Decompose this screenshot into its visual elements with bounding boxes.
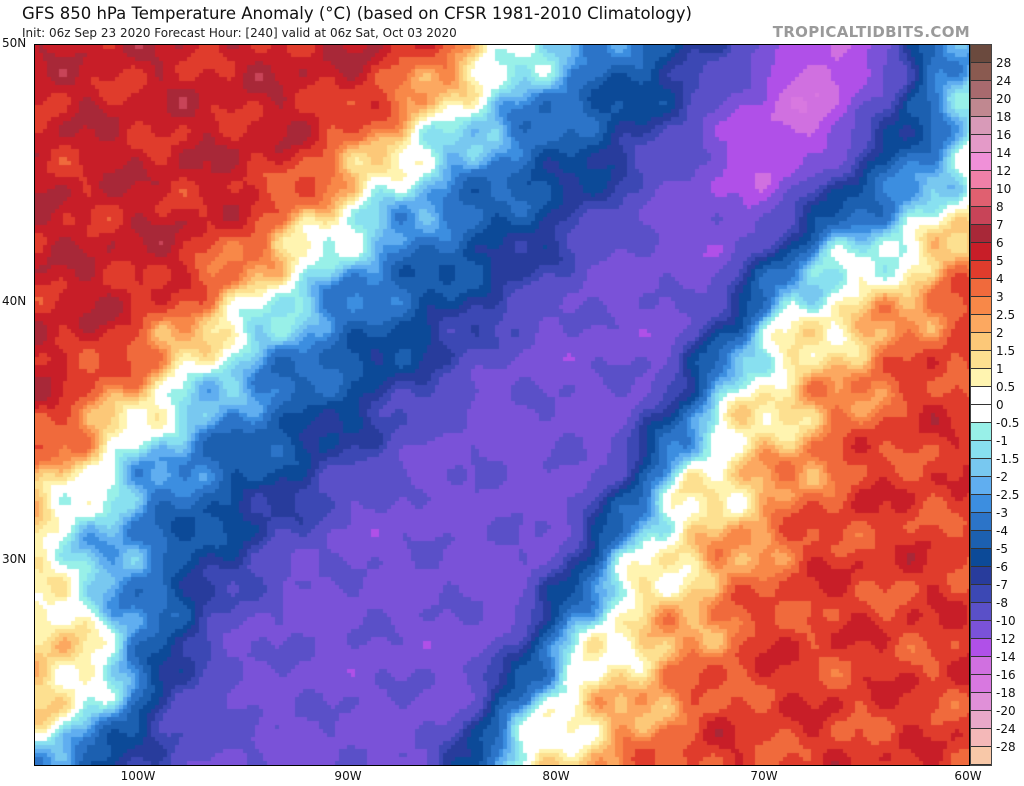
- lat-label-30n: 30N: [2, 552, 27, 566]
- lat-label-50n: 50N: [2, 36, 27, 50]
- colorbar-swatch: [971, 369, 991, 387]
- anomaly-field: [35, 45, 969, 765]
- colorbar-label: 5: [996, 254, 1004, 268]
- colorbar-label: 14: [996, 146, 1012, 160]
- colorbar-label: -3: [996, 506, 1008, 520]
- colorbar-swatch: [971, 513, 991, 531]
- colorbar-swatch: [971, 243, 991, 261]
- colorbar-swatch: [971, 81, 991, 99]
- colorbar-label: -4: [996, 524, 1008, 538]
- colorbar-swatch: [971, 495, 991, 513]
- colorbar-swatch: [971, 63, 991, 81]
- colorbar-swatch: [971, 675, 991, 693]
- lon-label-60w: 60W: [954, 769, 982, 783]
- colorbar-swatch: [971, 603, 991, 621]
- lon-label-100w: 100W: [120, 769, 156, 783]
- colorbar-swatch: [971, 729, 991, 747]
- colorbar-label: -16: [996, 668, 1016, 682]
- colorbar-swatch: [971, 387, 991, 405]
- temperature-anomaly-map: [34, 44, 970, 766]
- colorbar-label: 18: [996, 110, 1012, 124]
- colorbar-label: 6: [996, 236, 1004, 250]
- colorbar-swatch: [971, 567, 991, 585]
- colorbar-swatch: [971, 225, 991, 243]
- colorbar-label: -12: [996, 632, 1016, 646]
- colorbar-label: -24: [996, 722, 1016, 736]
- colorbar-swatch: [971, 693, 991, 711]
- colorbar-label: 3: [996, 290, 1004, 304]
- colorbar-label: 7: [996, 218, 1004, 232]
- colorbar-label: -14: [996, 650, 1016, 664]
- colorbar-label: -2: [996, 470, 1008, 484]
- colorbar-label: -10: [996, 614, 1016, 628]
- colorbar-label: 2: [996, 326, 1004, 340]
- colorbar-swatch: [971, 621, 991, 639]
- colorbar-label: 2.5: [996, 308, 1016, 322]
- colorbar-label: 4: [996, 272, 1004, 286]
- colorbar-label: 10: [996, 182, 1012, 196]
- colorbar: [970, 44, 992, 766]
- colorbar-label: -1.5: [996, 452, 1020, 466]
- colorbar-label: 0.5: [996, 380, 1016, 394]
- colorbar-swatch: [971, 423, 991, 441]
- colorbar-label: 0: [996, 398, 1004, 412]
- colorbar-swatch: [971, 531, 991, 549]
- colorbar-swatch: [971, 171, 991, 189]
- colorbar-label: -7: [996, 578, 1008, 592]
- colorbar-swatch: [971, 441, 991, 459]
- colorbar-swatch: [971, 585, 991, 603]
- colorbar-label: -8: [996, 596, 1008, 610]
- colorbar-label: 1: [996, 362, 1004, 376]
- lon-label-90w: 90W: [334, 769, 362, 783]
- colorbar-swatch: [971, 639, 991, 657]
- colorbar-swatch: [971, 207, 991, 225]
- colorbar-label: -5: [996, 542, 1008, 556]
- colorbar-swatch: [971, 333, 991, 351]
- colorbar-swatch: [971, 549, 991, 567]
- colorbar-label: -0.5: [996, 416, 1020, 430]
- colorbar-swatch: [971, 405, 991, 423]
- colorbar-label: -2.5: [996, 488, 1020, 502]
- colorbar-swatch: [971, 315, 991, 333]
- colorbar-label: 12: [996, 164, 1012, 178]
- lat-label-40n: 40N: [2, 294, 27, 308]
- colorbar-label: -28: [996, 740, 1016, 754]
- colorbar-label: -20: [996, 704, 1016, 718]
- lon-label-70w: 70W: [750, 769, 778, 783]
- colorbar-swatch: [971, 351, 991, 369]
- colorbar-label: 8: [996, 200, 1004, 214]
- colorbar-swatch: [971, 261, 991, 279]
- colorbar-swatch: [971, 459, 991, 477]
- colorbar-label: -1: [996, 434, 1008, 448]
- colorbar-label: 1.5: [996, 344, 1016, 358]
- colorbar-swatch: [971, 45, 991, 63]
- colorbar-swatch: [971, 117, 991, 135]
- colorbar-swatch: [971, 135, 991, 153]
- colorbar-swatch: [971, 747, 991, 765]
- colorbar-label: 24: [996, 74, 1012, 88]
- brand-watermark: TROPICALTIDBITS.COM: [772, 23, 970, 41]
- map-title: GFS 850 hPa Temperature Anomaly (°C) (ba…: [22, 4, 692, 23]
- forecast-info: Init: 06z Sep 23 2020 Forecast Hour: [24…: [22, 26, 457, 40]
- colorbar-swatch: [971, 99, 991, 117]
- colorbar-swatch: [971, 297, 991, 315]
- colorbar-swatch: [971, 657, 991, 675]
- colorbar-swatch: [971, 153, 991, 171]
- colorbar-label: 20: [996, 92, 1012, 106]
- colorbar-swatch: [971, 279, 991, 297]
- colorbar-label: -6: [996, 560, 1008, 574]
- colorbar-swatch: [971, 189, 991, 207]
- colorbar-label: 16: [996, 128, 1012, 142]
- lon-label-80w: 80W: [542, 769, 570, 783]
- colorbar-label: 28: [996, 56, 1012, 70]
- colorbar-swatch: [971, 477, 991, 495]
- colorbar-swatch: [971, 711, 991, 729]
- colorbar-label: -18: [996, 686, 1016, 700]
